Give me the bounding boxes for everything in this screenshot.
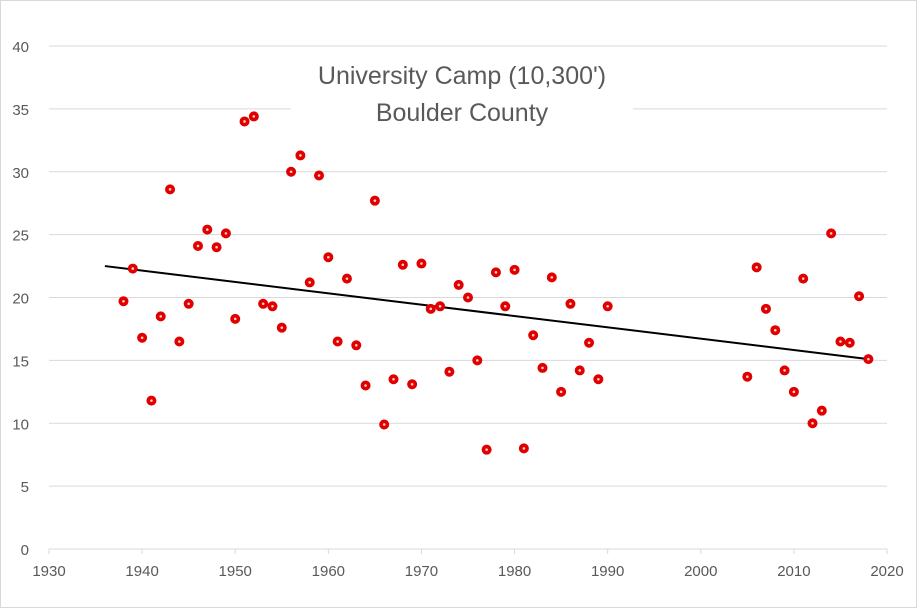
- y-tick-label: 10: [12, 416, 29, 433]
- data-point: [341, 273, 352, 284]
- data-point: [127, 263, 138, 274]
- data-point: [276, 322, 287, 333]
- data-point: [304, 277, 315, 288]
- data-point: [490, 267, 501, 278]
- data-point: [779, 365, 790, 376]
- data-point: [844, 337, 855, 348]
- chart-title-line-2: Boulder County: [376, 99, 549, 127]
- data-point: [546, 272, 557, 283]
- data-point: [369, 195, 380, 206]
- data-point: [500, 301, 511, 312]
- data-point: [379, 419, 390, 430]
- chart-title: University Camp (10,300') Boulder County: [291, 51, 633, 139]
- x-tick-label: 2020: [870, 563, 903, 580]
- data-point: [518, 443, 529, 454]
- data-point: [388, 374, 399, 385]
- trendline: [104, 265, 869, 361]
- y-tick-label: 30: [12, 165, 29, 182]
- data-point: [314, 170, 325, 181]
- data-point: [174, 336, 185, 347]
- data-point: [565, 298, 576, 309]
- data-point: [444, 366, 455, 377]
- data-point: [537, 362, 548, 373]
- data-point: [835, 336, 846, 347]
- x-tick-label: 2000: [684, 563, 717, 580]
- data-point: [435, 301, 446, 312]
- data-point: [211, 242, 222, 253]
- data-point: [770, 325, 781, 336]
- data-point: [481, 444, 492, 455]
- data-point: [332, 336, 343, 347]
- data-point: [323, 252, 334, 263]
- chart-title-line-1: University Camp (10,300'): [318, 62, 606, 90]
- data-point: [230, 313, 241, 324]
- data-point: [267, 301, 278, 312]
- data-point: [453, 279, 464, 290]
- data-point: [816, 405, 827, 416]
- data-point: [751, 262, 762, 273]
- data-point: [807, 418, 818, 429]
- data-point: [463, 292, 473, 303]
- data-point: [854, 291, 865, 302]
- x-tick-label: 1990: [591, 563, 624, 580]
- y-tick-label: 25: [12, 228, 29, 245]
- data-point: [202, 224, 213, 235]
- data-point: [798, 273, 809, 284]
- data-point: [137, 332, 148, 343]
- x-axis-tick-labels: 1930 1940 1950 1960 1970 1980 1990 2000 2010 2020: [32, 563, 903, 580]
- x-tick-label: 1970: [405, 563, 438, 580]
- y-axis-tick-labels: 0 5 10 15 20 25 30 35 40: [12, 39, 29, 559]
- data-point: [760, 303, 771, 314]
- data-point: [742, 371, 753, 382]
- data-point: [556, 386, 567, 397]
- data-point: [220, 228, 231, 239]
- data-point: [509, 264, 520, 275]
- data-point: [258, 298, 269, 309]
- data-point: [192, 240, 203, 251]
- y-tick-label: 20: [12, 291, 29, 308]
- x-tick-label: 1950: [219, 563, 252, 580]
- y-tick-label: 0: [21, 542, 29, 559]
- data-point: [584, 337, 595, 348]
- x-tick-label: 1940: [125, 563, 158, 580]
- data-point: [155, 311, 166, 322]
- data-point: [248, 111, 259, 122]
- data-point: [146, 395, 157, 406]
- data-point: [295, 150, 306, 161]
- trendline-layer: [104, 265, 869, 361]
- data-point: [863, 354, 874, 365]
- x-tick-label: 1960: [312, 563, 345, 580]
- data-point: [826, 228, 837, 239]
- data-point: [528, 330, 539, 341]
- data-point: [286, 166, 297, 177]
- y-tick-label: 15: [12, 353, 29, 370]
- y-tick-label: 5: [21, 479, 29, 496]
- data-point: [183, 298, 194, 309]
- data-point: [118, 296, 129, 307]
- x-tick-label: 2010: [777, 563, 810, 580]
- data-point: [574, 365, 585, 376]
- data-point: [239, 116, 250, 127]
- x-tick-label: 1980: [498, 563, 531, 580]
- data-points: [118, 111, 874, 455]
- data-point: [407, 379, 418, 390]
- data-point: [593, 374, 604, 385]
- title-background: [291, 51, 633, 139]
- x-tick-label: 1930: [32, 563, 65, 580]
- data-point: [472, 355, 483, 366]
- data-point: [165, 184, 176, 195]
- data-point: [351, 340, 362, 351]
- data-point: [425, 303, 436, 314]
- data-point: [788, 386, 799, 397]
- data-point: [416, 258, 427, 269]
- y-tick-label: 40: [12, 39, 29, 56]
- data-point: [602, 301, 613, 312]
- data-point: [397, 259, 408, 270]
- data-point: [360, 380, 371, 391]
- y-tick-label: 35: [12, 102, 29, 119]
